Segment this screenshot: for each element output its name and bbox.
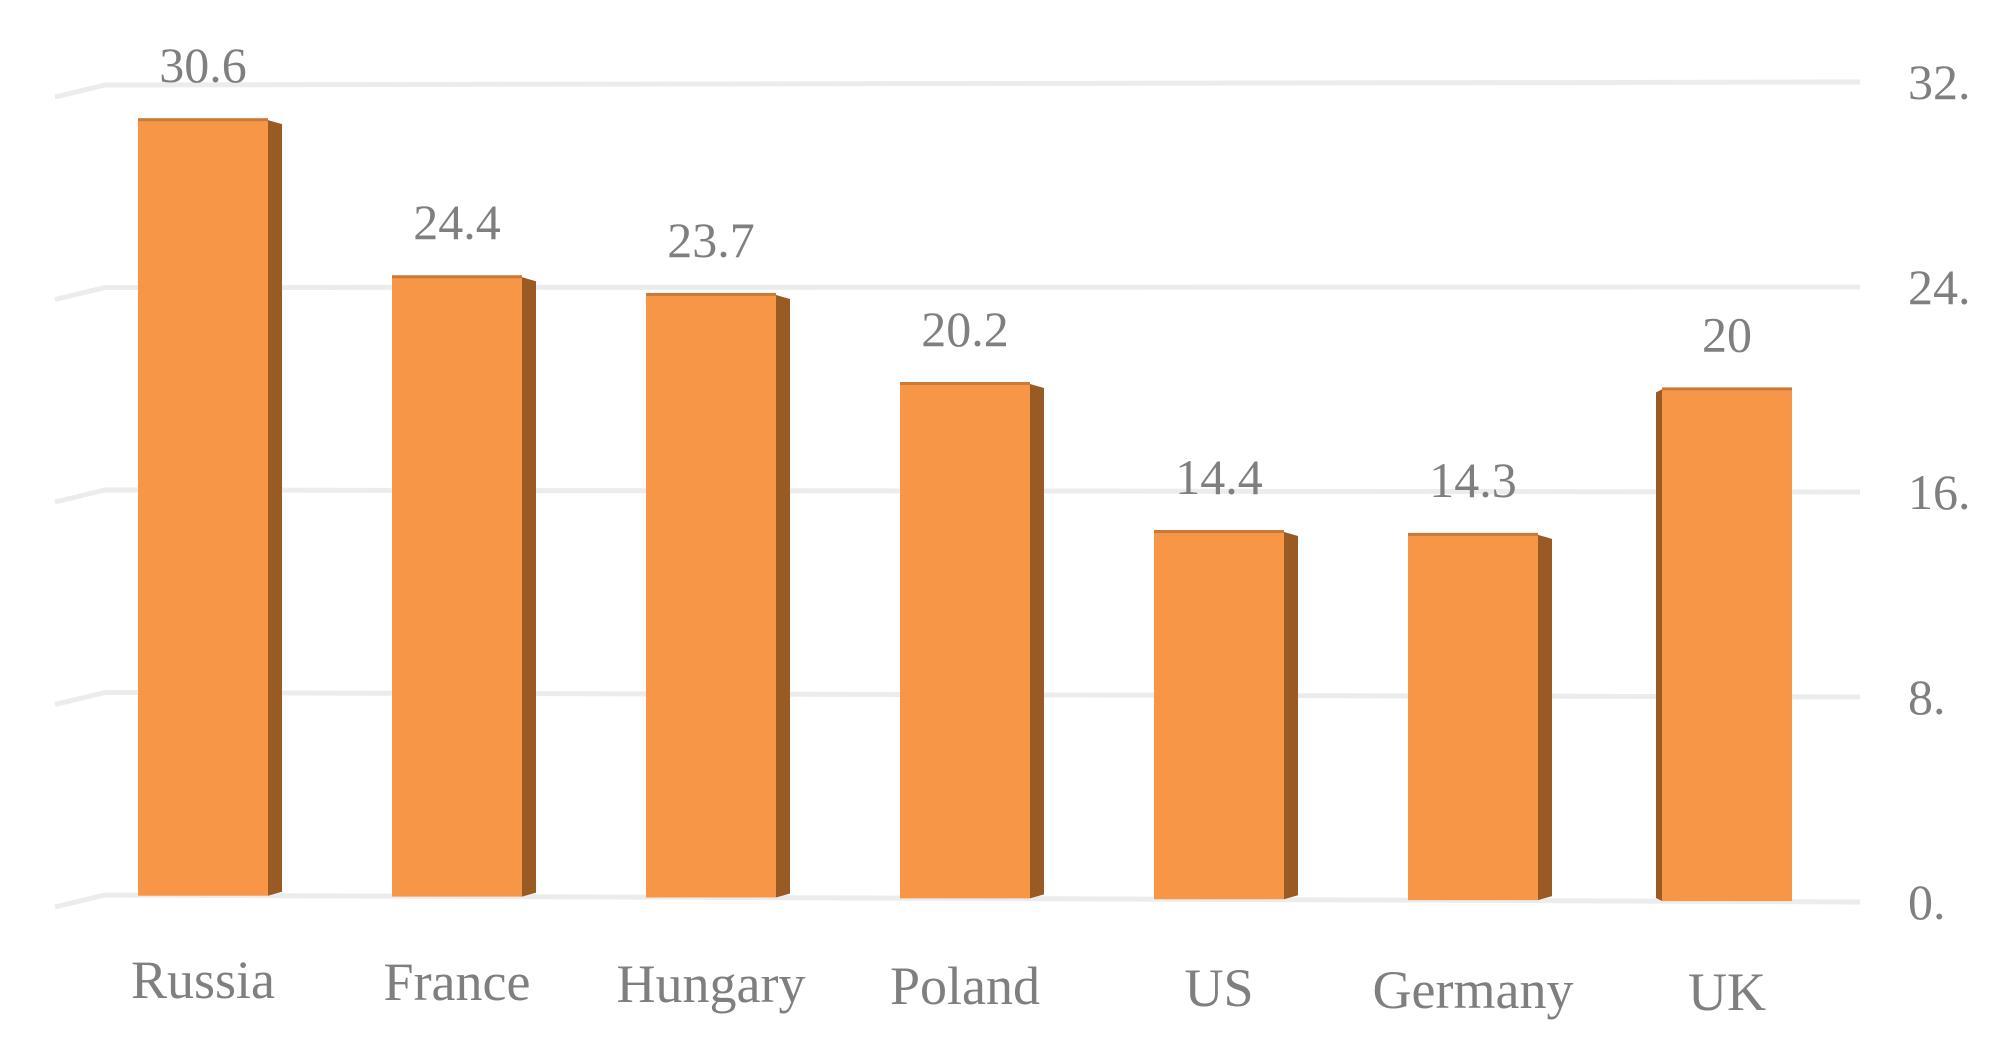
bar-top-edge [1154, 530, 1284, 534]
bar-top-edge [1662, 387, 1792, 391]
category-label: Russia [131, 950, 275, 1010]
bar [1154, 530, 1298, 900]
gridline [54, 79, 1861, 100]
y-tick-label: 32. [1908, 54, 1971, 110]
y-axis-tick-labels: 0. 8. 16. 24. 32. [1908, 54, 1971, 930]
bar-front-face [1662, 389, 1792, 902]
bar-side-face [776, 294, 790, 898]
bar-front-face [900, 384, 1030, 899]
value-label: 14.4 [1175, 449, 1263, 505]
value-label: 30.6 [159, 37, 247, 93]
value-label: 20.2 [921, 301, 1009, 357]
value-label: 24.4 [413, 194, 501, 250]
bar-side-face [1656, 389, 1662, 902]
bar [138, 118, 282, 896]
bar-front-face [646, 294, 776, 898]
category-labels: Russia France Hungary Poland US Germany UK [131, 950, 1766, 1022]
bar-front-face [138, 120, 268, 896]
bar-top-edge [1408, 532, 1538, 536]
bar [646, 292, 790, 898]
category-label: Germany [1373, 960, 1574, 1020]
value-labels: 30.6 24.4 23.7 20.2 14.4 14.3 20 [159, 37, 1752, 508]
bar-front-face [392, 277, 522, 897]
bar-side-face [1030, 384, 1044, 899]
category-label: Poland [890, 956, 1040, 1016]
bar-top-edge [900, 382, 1030, 386]
bar [392, 275, 536, 897]
bar-front-face [1154, 532, 1284, 900]
y-tick-label: 8. [1908, 669, 1946, 725]
value-label: 23.7 [667, 212, 755, 268]
bar-top-edge [138, 118, 268, 122]
bar-side-face [268, 120, 282, 896]
category-label: France [384, 952, 531, 1012]
y-tick-label: 16. [1908, 464, 1971, 520]
bar [1656, 387, 1792, 902]
gridline [54, 892, 1861, 910]
y-tick-label: 24. [1908, 259, 1971, 315]
category-label: UK [1688, 962, 1766, 1022]
bar-top-edge [392, 275, 522, 279]
bar-front-face [1408, 534, 1538, 901]
value-label: 20 [1702, 306, 1752, 362]
value-label: 14.3 [1429, 452, 1517, 508]
gridline [54, 284, 1861, 302]
gridline [54, 487, 1861, 505]
bar [1408, 532, 1552, 901]
y-tick-label: 0. [1908, 874, 1946, 930]
bar [900, 382, 1044, 899]
bar-side-face [1538, 534, 1552, 901]
bar-side-face [522, 277, 536, 897]
bars [138, 118, 1792, 902]
category-label: US [1184, 958, 1253, 1018]
bar-side-face [1284, 532, 1298, 900]
category-label: Hungary [617, 954, 806, 1014]
bar-top-edge [646, 292, 776, 296]
